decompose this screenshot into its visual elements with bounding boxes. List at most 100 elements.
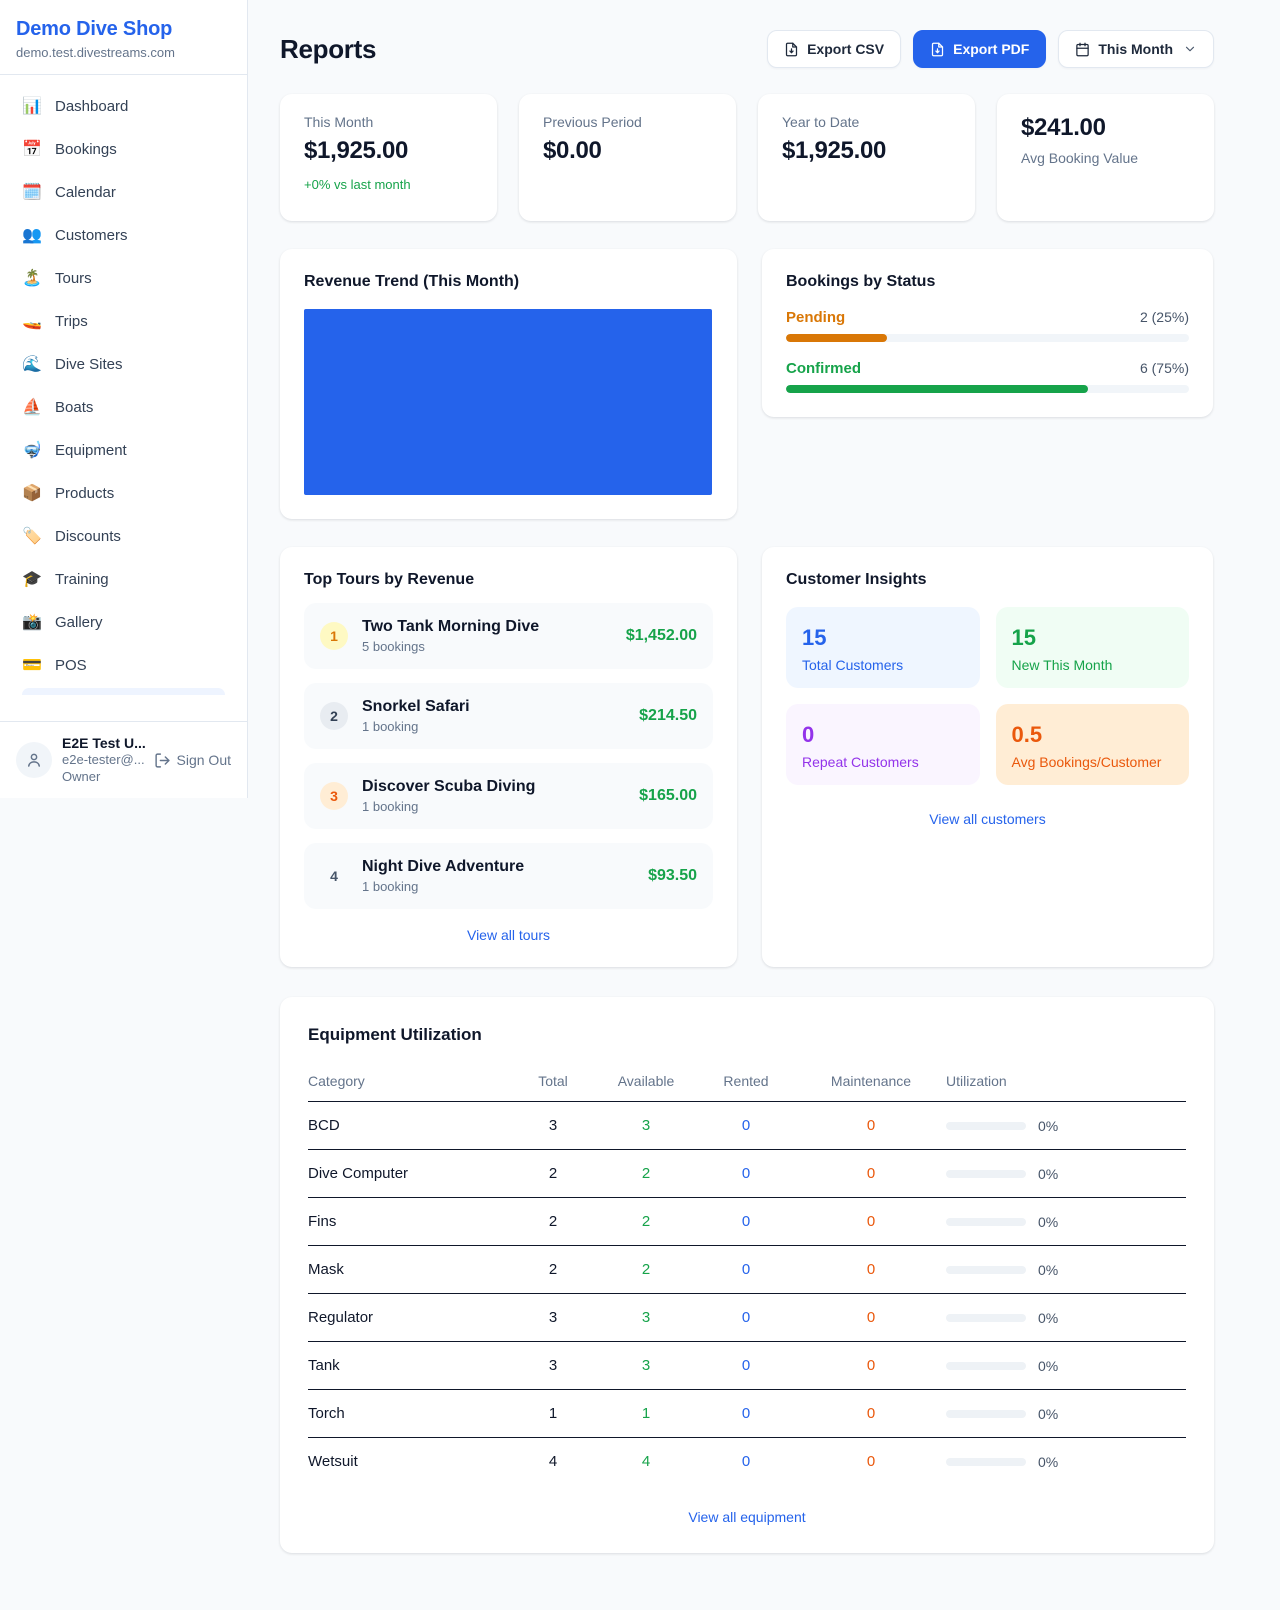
table-row: Dive Computer 2 2 0 0 0%	[308, 1150, 1186, 1198]
cell-category: Torch	[308, 1405, 345, 1422]
stat-card-year-to-date: Year to Date $1,925.00	[758, 94, 975, 221]
utilization-bar	[946, 1361, 1026, 1370]
sidebar-item-bookings[interactable]: 📅 Bookings	[12, 128, 235, 171]
people-icon: 👥	[22, 227, 42, 244]
sidebar-item-gallery[interactable]: 📸 Gallery	[12, 601, 235, 644]
sidebar-item-products[interactable]: 📦 Products	[12, 472, 235, 515]
sidebar-item-label: Gallery	[55, 614, 103, 631]
header-actions: Export CSV Export PDF This Month	[767, 30, 1214, 68]
cell-maintenance: 0	[866, 1453, 876, 1470]
sidebar-item-pos[interactable]: 💳 POS	[12, 644, 235, 687]
sidebar-item-calendar[interactable]: 🗓️ Calendar	[12, 171, 235, 214]
wave-icon: 🌊	[22, 356, 42, 373]
tour-bookings: 1 booking	[362, 719, 419, 734]
cell-rented: 0	[741, 1405, 751, 1422]
tile-value: 15	[1011, 625, 1036, 650]
cell-utilization: 0%	[946, 1310, 1186, 1326]
view-all-customers-link[interactable]: View all customers	[929, 811, 1046, 827]
revenue-trend-bar	[304, 309, 712, 495]
table-row: Fins 2 2 0 0 0%	[308, 1198, 1186, 1246]
cell-utilization: 0%	[946, 1214, 1186, 1230]
sidebar-item-dashboard[interactable]: 📊 Dashboard	[12, 85, 235, 128]
table-row: Wetsuit 4 4 0 0 0%	[308, 1438, 1186, 1485]
sidebar-item-customers[interactable]: 👥 Customers	[12, 214, 235, 257]
user-name: E2E Test U...	[62, 735, 146, 751]
sidebar-item-dive-sites[interactable]: 🌊 Dive Sites	[12, 343, 235, 386]
sidebar-item-label: Calendar	[55, 184, 116, 201]
calendar-icon	[1076, 42, 1090, 56]
progress-track	[786, 385, 1189, 393]
table-row: Tank 3 3 0 0 0%	[308, 1342, 1186, 1390]
column-header: Total	[538, 1073, 568, 1089]
table-row: BCD 3 3 0 0 0%	[308, 1102, 1186, 1150]
tour-name: Two Tank Morning Dive	[362, 618, 540, 635]
sidebar-item-training[interactable]: 🎓 Training	[12, 558, 235, 601]
utilization-percent: 0%	[1038, 1405, 1059, 1422]
tile-label: Repeat Customers	[802, 754, 919, 770]
cell-maintenance: 0	[866, 1405, 876, 1422]
export-pdf-button[interactable]: Export PDF	[913, 30, 1047, 68]
credit-card-icon: 💳	[22, 657, 42, 674]
sidebar-item-trips[interactable]: 🚤 Trips	[12, 300, 235, 343]
cell-category: Dive Computer	[308, 1165, 409, 1182]
tile-new-this-month: 15 New This Month	[995, 607, 1189, 688]
stat-value: $241.00	[1021, 114, 1106, 141]
sidebar-item-discounts[interactable]: 🏷️ Discounts	[12, 515, 235, 558]
table-header-row: Category Total Available Rented Maintena…	[308, 1067, 1186, 1102]
period-select[interactable]: This Month	[1058, 30, 1214, 68]
sidebar-item-tours[interactable]: 🏝️ Tours	[12, 257, 235, 300]
cell-total: 1	[548, 1405, 558, 1422]
export-csv-button[interactable]: Export CSV	[767, 30, 902, 68]
sidebar-item-boats[interactable]: ⛵ Boats	[12, 386, 235, 429]
stat-label: This Month	[304, 114, 374, 130]
status-row-pending: Pending 2 (25%)	[786, 309, 1189, 342]
progress-track	[786, 334, 1189, 342]
cell-category: Tank	[308, 1357, 340, 1374]
cell-total: 3	[548, 1309, 558, 1326]
cell-available: 2	[641, 1213, 651, 1230]
island-icon: 🏝️	[22, 270, 42, 287]
user-role: Owner	[62, 769, 101, 784]
cell-utilization: 0%	[946, 1166, 1186, 1182]
graduation-cap-icon: 🎓	[22, 571, 42, 588]
sidebar-nav: 📊 Dashboard 📅 Bookings 🗓️ Calendar 👥 Cus…	[0, 75, 247, 721]
user-section: E2E Test U... e2e-tester@... Owner Sign …	[0, 721, 247, 798]
rank-badge: 2	[320, 702, 348, 730]
sidebar-item-label: Boats	[55, 399, 94, 416]
charts-row: Revenue Trend (This Month) Bookings by S…	[280, 249, 1214, 519]
calendar-date-icon: 📅	[22, 141, 42, 158]
view-all-equipment-link[interactable]: View all equipment	[688, 1509, 806, 1525]
spiral-calendar-icon: 🗓️	[22, 184, 42, 201]
equipment-utilization-card: Equipment Utilization Category Total Ava…	[280, 997, 1214, 1553]
sidebar-active-item-partially-visible[interactable]	[22, 688, 225, 695]
sign-out-button[interactable]: Sign Out	[154, 752, 231, 769]
file-download-icon	[785, 42, 798, 56]
avatar	[16, 742, 52, 778]
stat-label: Avg Booking Value	[1021, 150, 1139, 166]
sidebar-item-equipment[interactable]: 🤿 Equipment	[12, 429, 235, 472]
user-meta: E2E Test U... e2e-tester@... Owner	[62, 735, 146, 785]
tile-value: 15	[802, 625, 827, 650]
column-header: Category	[308, 1073, 365, 1089]
column-header: Rented	[723, 1073, 769, 1089]
cell-available: 3	[641, 1117, 651, 1134]
insights-row: Top Tours by Revenue 1 Two Tank Morning …	[280, 547, 1214, 967]
tour-bookings: 1 booking	[362, 879, 419, 894]
cell-category: Mask	[308, 1261, 344, 1278]
tour-bookings: 5 bookings	[362, 639, 425, 654]
cell-category: Wetsuit	[308, 1453, 358, 1470]
table-row: Mask 2 2 0 0 0%	[308, 1246, 1186, 1294]
view-all-tours-link[interactable]: View all tours	[466, 927, 550, 943]
sign-out-label: Sign Out	[176, 752, 231, 768]
user-email: e2e-tester@...	[62, 752, 145, 767]
brand-name[interactable]: Demo Dive Shop	[16, 18, 173, 40]
column-header: Maintenance	[830, 1073, 912, 1089]
cell-total: 2	[548, 1261, 558, 1278]
table-row: Regulator 3 3 0 0 0%	[308, 1294, 1186, 1342]
bookings-by-status-title: Bookings by Status	[786, 273, 936, 290]
column-header: Available	[617, 1073, 675, 1089]
customer-insights-card: Customer Insights 15 Total Customers 15 …	[762, 547, 1213, 967]
column-header: Utilization	[946, 1073, 1007, 1089]
tile-total-customers: 15 Total Customers	[786, 607, 980, 688]
stat-cards: This Month $1,925.00 +0% vs last month P…	[280, 94, 1214, 221]
